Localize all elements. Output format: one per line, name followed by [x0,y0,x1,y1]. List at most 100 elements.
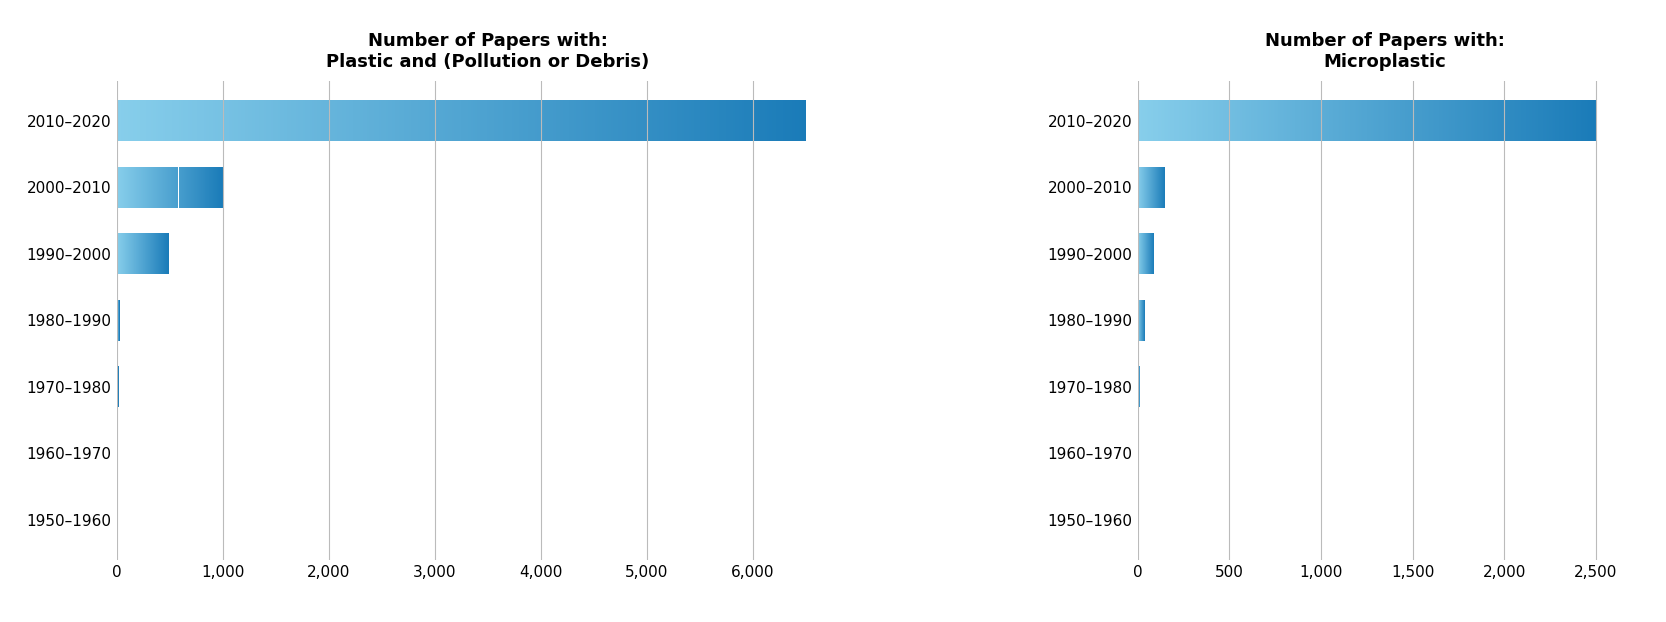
Bar [473,100,475,141]
Bar [678,100,680,141]
Bar [558,100,560,141]
Bar [293,100,297,141]
Bar [535,100,536,141]
Bar [230,100,232,141]
Bar [337,100,340,141]
Bar [733,100,735,141]
Bar [360,100,363,141]
Bar [516,100,518,141]
Bar [770,100,771,141]
Bar [263,100,267,141]
Bar [795,100,796,141]
Bar [545,100,546,141]
Bar [130,100,133,141]
Bar [300,100,303,141]
Bar [233,100,237,141]
Bar [282,100,285,141]
Bar [140,100,142,141]
Bar [775,100,776,141]
Bar [510,100,511,141]
Bar [152,100,153,141]
Bar [278,100,280,141]
Bar [240,100,243,141]
Bar [145,100,147,141]
Bar [273,100,275,141]
Bar [498,100,500,141]
Bar [237,100,238,141]
Bar [430,100,431,141]
Bar [540,100,541,141]
Bar [656,100,660,141]
Bar [751,100,753,141]
Bar [478,100,480,141]
Bar [708,100,710,141]
Bar [615,100,618,141]
Bar [661,100,663,141]
Bar [588,100,590,141]
Bar [693,100,696,141]
Bar [526,100,528,141]
Bar [638,100,641,141]
Bar [323,100,327,141]
Bar [388,100,390,141]
Bar [700,100,703,141]
Bar [691,100,693,141]
Bar [793,100,795,141]
Bar [625,100,626,141]
Bar [225,100,227,141]
Bar [227,100,230,141]
Bar [248,100,250,141]
Bar [287,100,288,141]
Bar [137,100,140,141]
Bar [655,100,656,141]
Bar [438,100,441,141]
Bar [666,100,668,141]
Bar [397,100,400,141]
Bar [571,100,575,141]
Bar [173,100,177,141]
Bar [511,100,515,141]
Bar [213,100,215,141]
Bar [711,100,715,141]
Bar [660,100,661,141]
Bar [185,100,188,141]
Bar [466,100,468,141]
Bar [680,100,681,141]
Bar [153,100,155,141]
Bar [167,100,170,141]
Bar [315,100,317,141]
Bar [333,100,335,141]
Bar [317,100,318,141]
Bar [716,100,718,141]
Bar [746,100,748,141]
Bar [575,100,576,141]
Bar [663,100,666,141]
Bar [730,100,733,141]
Bar [763,100,765,141]
Bar [123,100,127,141]
Bar [222,100,225,141]
Bar [735,100,736,141]
Bar [740,100,741,141]
Bar [560,100,563,141]
Bar [546,100,548,141]
Bar [645,100,648,141]
Bar [703,100,705,141]
Bar [280,100,282,141]
Bar [163,100,165,141]
Bar [330,100,333,141]
Bar [488,100,491,141]
Bar [352,100,353,141]
Bar [570,100,571,141]
Bar [363,100,365,141]
Bar [158,100,160,141]
Bar [147,100,148,141]
Bar [801,100,803,141]
Bar [463,100,466,141]
Bar [318,100,322,141]
Bar [715,100,716,141]
Bar [393,100,395,141]
Bar [303,100,305,141]
Bar [425,100,426,141]
Bar [395,100,397,141]
